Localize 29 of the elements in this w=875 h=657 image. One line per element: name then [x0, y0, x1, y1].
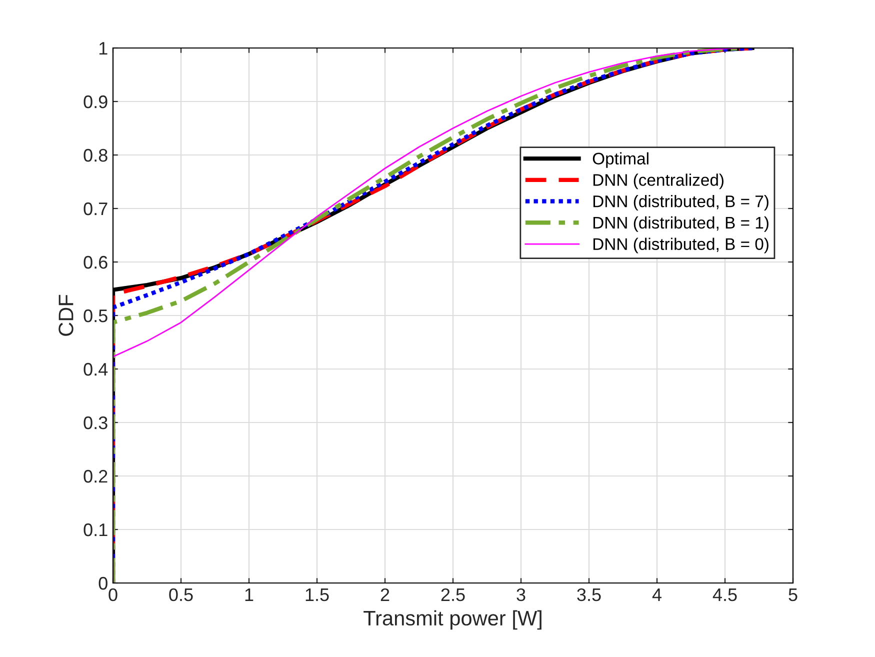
y-axis-title: CDF [58, 294, 74, 336]
x-tick-label: 1.5 [306, 588, 329, 602]
x-tick-label: 3 [516, 588, 526, 602]
y-tick-label: 0.1 [84, 523, 108, 536]
legend-label: DNN (distributed, B = 0) [593, 238, 768, 254]
y-tick-label: 0.6 [84, 256, 108, 269]
x-tick-label: 4.5 [712, 588, 737, 602]
legend-label: DNN (distributed, B = 7) [593, 195, 768, 211]
x-tick-label: 2 [380, 588, 390, 601]
x-tick-label: 0 [108, 588, 118, 602]
x-tick-label: 4 [652, 588, 662, 601]
legend-label: DNN (centralized) [593, 174, 724, 190]
y-tick-label: 0.3 [84, 416, 108, 430]
y-tick-label: 0.7 [84, 202, 108, 216]
y-tick-label: 1 [99, 42, 108, 55]
y-tick-label: 0.5 [84, 309, 108, 322]
x-tick-label: 2.5 [441, 588, 465, 602]
x-tick-label: 3.5 [577, 588, 601, 602]
x-axis-title: Transmit power [W] [364, 610, 542, 630]
y-tick-label: 0 [98, 576, 108, 590]
legend-label: Optimal [592, 152, 648, 168]
y-tick-label: 0.4 [84, 362, 108, 376]
y-tick-label: 0.8 [84, 148, 108, 162]
legend-label: DNN (distributed, B = 1) [593, 216, 768, 232]
x-tick-label: 5 [788, 588, 798, 602]
y-tick-label: 0.9 [84, 95, 108, 108]
x-tick-label: 1 [245, 588, 254, 601]
x-tick-label: 0.5 [169, 588, 193, 602]
y-tick-label: 0.2 [84, 470, 108, 483]
